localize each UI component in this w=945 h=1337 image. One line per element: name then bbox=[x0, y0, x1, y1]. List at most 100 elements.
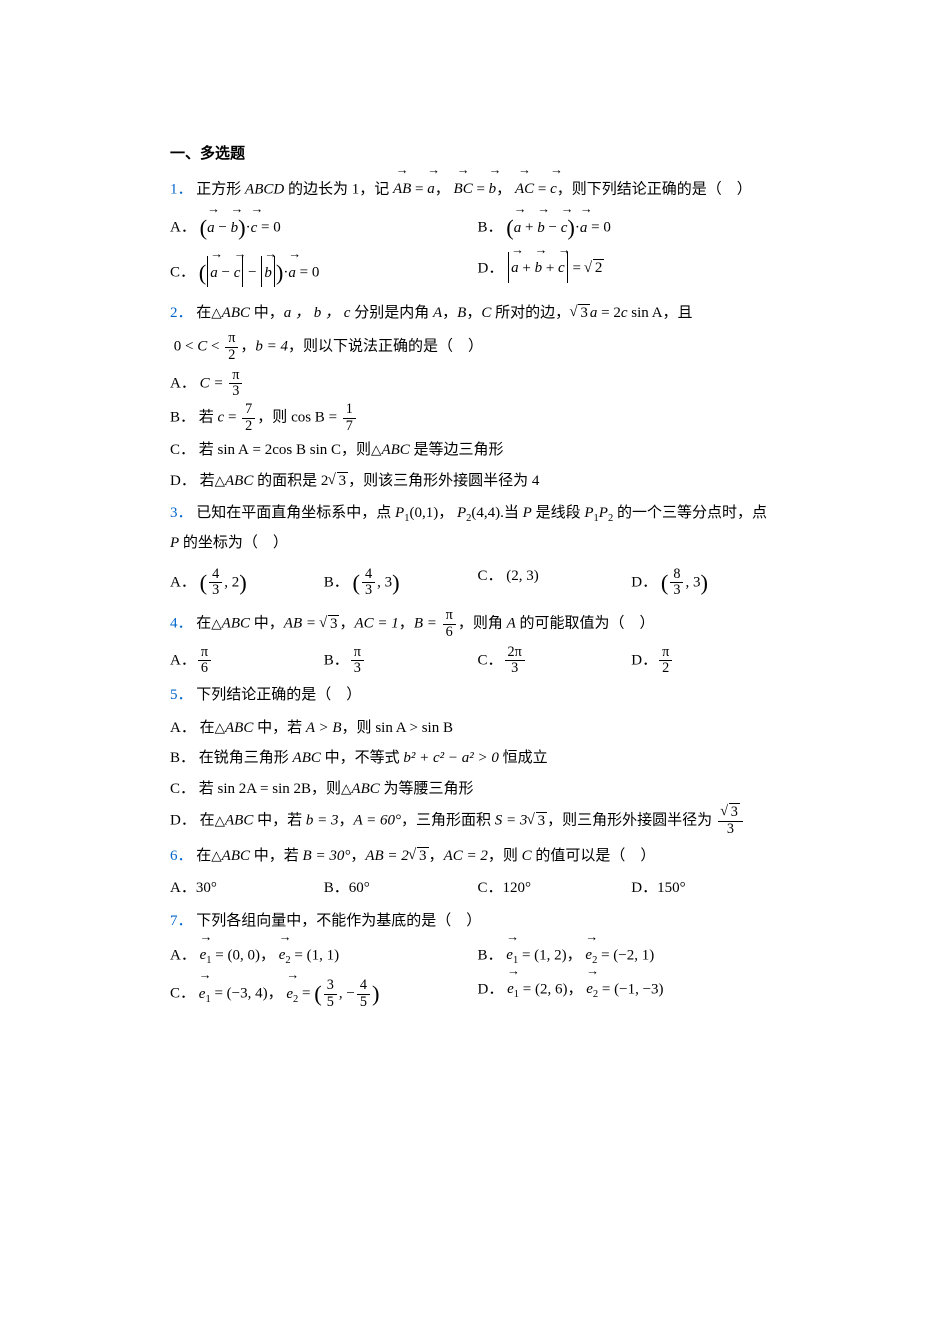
q1-tail: ，则下列结论正确的是（ ） bbox=[557, 181, 752, 197]
s: 2 bbox=[593, 989, 598, 1000]
triangle-icon bbox=[211, 616, 221, 632]
l: B． bbox=[170, 750, 195, 766]
y: , 2 bbox=[224, 574, 239, 590]
sinC: sin C bbox=[306, 442, 341, 458]
and: ，且 bbox=[663, 305, 693, 321]
c: c bbox=[251, 220, 258, 236]
e: e bbox=[586, 981, 593, 997]
d: 2 bbox=[659, 661, 672, 677]
eq1: = bbox=[411, 181, 427, 197]
A: A bbox=[507, 616, 516, 632]
d: 3 bbox=[209, 583, 222, 599]
ABC: ABC bbox=[225, 473, 253, 489]
q5-opt-B: B． 在锐角三角形 ABC 中，不等式 b² + c² − a² > 0 恒成立 bbox=[170, 744, 775, 773]
d: 3 bbox=[718, 822, 743, 838]
num: π bbox=[225, 331, 238, 348]
eq: = 2 bbox=[249, 442, 272, 458]
triangle-icon bbox=[341, 781, 351, 797]
question-6: 6． 在ABC 中，若 B = 30°，AB = 23，AC = 2，则 C 的… bbox=[170, 842, 775, 871]
s: 1 bbox=[205, 994, 210, 1005]
q2-opt-D: D． 若ABC 的面积是 23，则该三角形外接圆半径为 4 bbox=[170, 467, 775, 496]
n: 4 bbox=[209, 567, 222, 584]
eq2: = bbox=[325, 410, 341, 426]
q1-stem-text-1: 正方形 bbox=[196, 181, 245, 197]
vec-b: b bbox=[231, 212, 239, 243]
c: ， bbox=[442, 305, 457, 321]
AB: AB = bbox=[284, 616, 320, 632]
q2-opt-B: B． 若 c = 72，则 cos B = 17 bbox=[170, 402, 775, 434]
l: C． bbox=[478, 880, 503, 896]
frac: 43 bbox=[362, 567, 375, 599]
frac: 83 bbox=[670, 567, 683, 599]
a: a bbox=[580, 220, 588, 236]
den: 3 bbox=[229, 384, 242, 400]
q4-opt-A: A．π6 bbox=[170, 645, 314, 677]
d: 6 bbox=[198, 661, 211, 677]
c: ， bbox=[567, 981, 582, 997]
a-text: a bbox=[427, 181, 435, 197]
f: π3 bbox=[351, 645, 364, 677]
q2-pre: 在 bbox=[196, 305, 211, 321]
q5-opt-D: D． 在ABC 中，若 b = 3，A = 60°，三角形面积 S = 33，则… bbox=[170, 805, 775, 837]
sqrt3: 3 bbox=[409, 842, 429, 871]
c1: ， bbox=[339, 616, 354, 632]
q5-number: 5． bbox=[170, 687, 193, 703]
f: π2 bbox=[659, 645, 672, 677]
b3: b = 3 bbox=[306, 813, 339, 829]
pre: 在 bbox=[200, 720, 215, 736]
q1-options-row1: A． (a − b)·c = 0 B． (a + b − c)·a = 0 bbox=[170, 207, 775, 250]
A: A bbox=[433, 305, 442, 321]
n: 4 bbox=[362, 567, 375, 584]
ABC: ABC bbox=[222, 848, 250, 864]
P: P bbox=[523, 505, 532, 521]
P1: P bbox=[395, 505, 404, 521]
post: 是等边三角形 bbox=[410, 442, 504, 458]
n: π bbox=[198, 645, 211, 662]
AC: AC = 1 bbox=[355, 616, 399, 632]
tail: ，则 bbox=[488, 848, 522, 864]
triangle-icon bbox=[215, 720, 225, 736]
mid: 当 bbox=[504, 505, 523, 521]
pre: 在 bbox=[196, 848, 211, 864]
q6-number: 6． bbox=[170, 848, 193, 864]
v: 120° bbox=[503, 880, 532, 896]
coord: (2, 3) bbox=[506, 568, 539, 584]
B30: B = 30° bbox=[303, 848, 351, 864]
c1: ， bbox=[350, 848, 365, 864]
Ceq: C = bbox=[200, 375, 228, 391]
pi-3: π3 bbox=[229, 368, 242, 400]
eq: = bbox=[298, 986, 314, 1002]
sqrt3: 3 bbox=[527, 807, 547, 836]
vector-c: c bbox=[550, 173, 557, 204]
sin: sin A > sin B bbox=[375, 720, 453, 736]
c1: ， bbox=[338, 813, 353, 829]
q7-opt-A: A． e1 = (0, 0)， e2 = (1, 1) bbox=[170, 939, 468, 971]
q5-opt-C: C． 若 sin 2A = sin 2B，则ABC 为等腰三角形 bbox=[170, 775, 775, 804]
r: 3 bbox=[729, 803, 740, 820]
q1-opt-A: A． (a − b)·c = 0 bbox=[170, 207, 468, 250]
l: D． bbox=[170, 813, 196, 829]
c2: ， bbox=[399, 616, 414, 632]
q3-number: 3． bbox=[170, 505, 193, 521]
ABC: ABC bbox=[222, 305, 250, 321]
e: e bbox=[507, 981, 514, 997]
v1: = (0, 0) bbox=[212, 947, 260, 963]
vector-a: a bbox=[427, 173, 435, 204]
vec-a2: a bbox=[580, 212, 588, 243]
c: c bbox=[561, 220, 568, 236]
eq: = bbox=[224, 410, 240, 426]
l: A． bbox=[170, 574, 196, 590]
mid: 中，不等式 bbox=[321, 750, 404, 766]
A60: A = 60° bbox=[354, 813, 402, 829]
l: B． bbox=[170, 410, 195, 426]
abs-b: b bbox=[261, 256, 275, 287]
l: A． bbox=[170, 652, 196, 668]
q2-opt-C: C． 若 sin A = 2cos B sin C，则ABC 是等边三角形 bbox=[170, 436, 775, 465]
eq0: = 0 bbox=[587, 220, 610, 236]
vec-e1: e1 bbox=[507, 973, 519, 1005]
eq2: = bbox=[473, 181, 489, 197]
eq0: = 0 bbox=[296, 265, 319, 281]
c: ， bbox=[567, 947, 582, 963]
vector-AC: AC bbox=[515, 173, 534, 204]
a: a bbox=[210, 265, 218, 281]
